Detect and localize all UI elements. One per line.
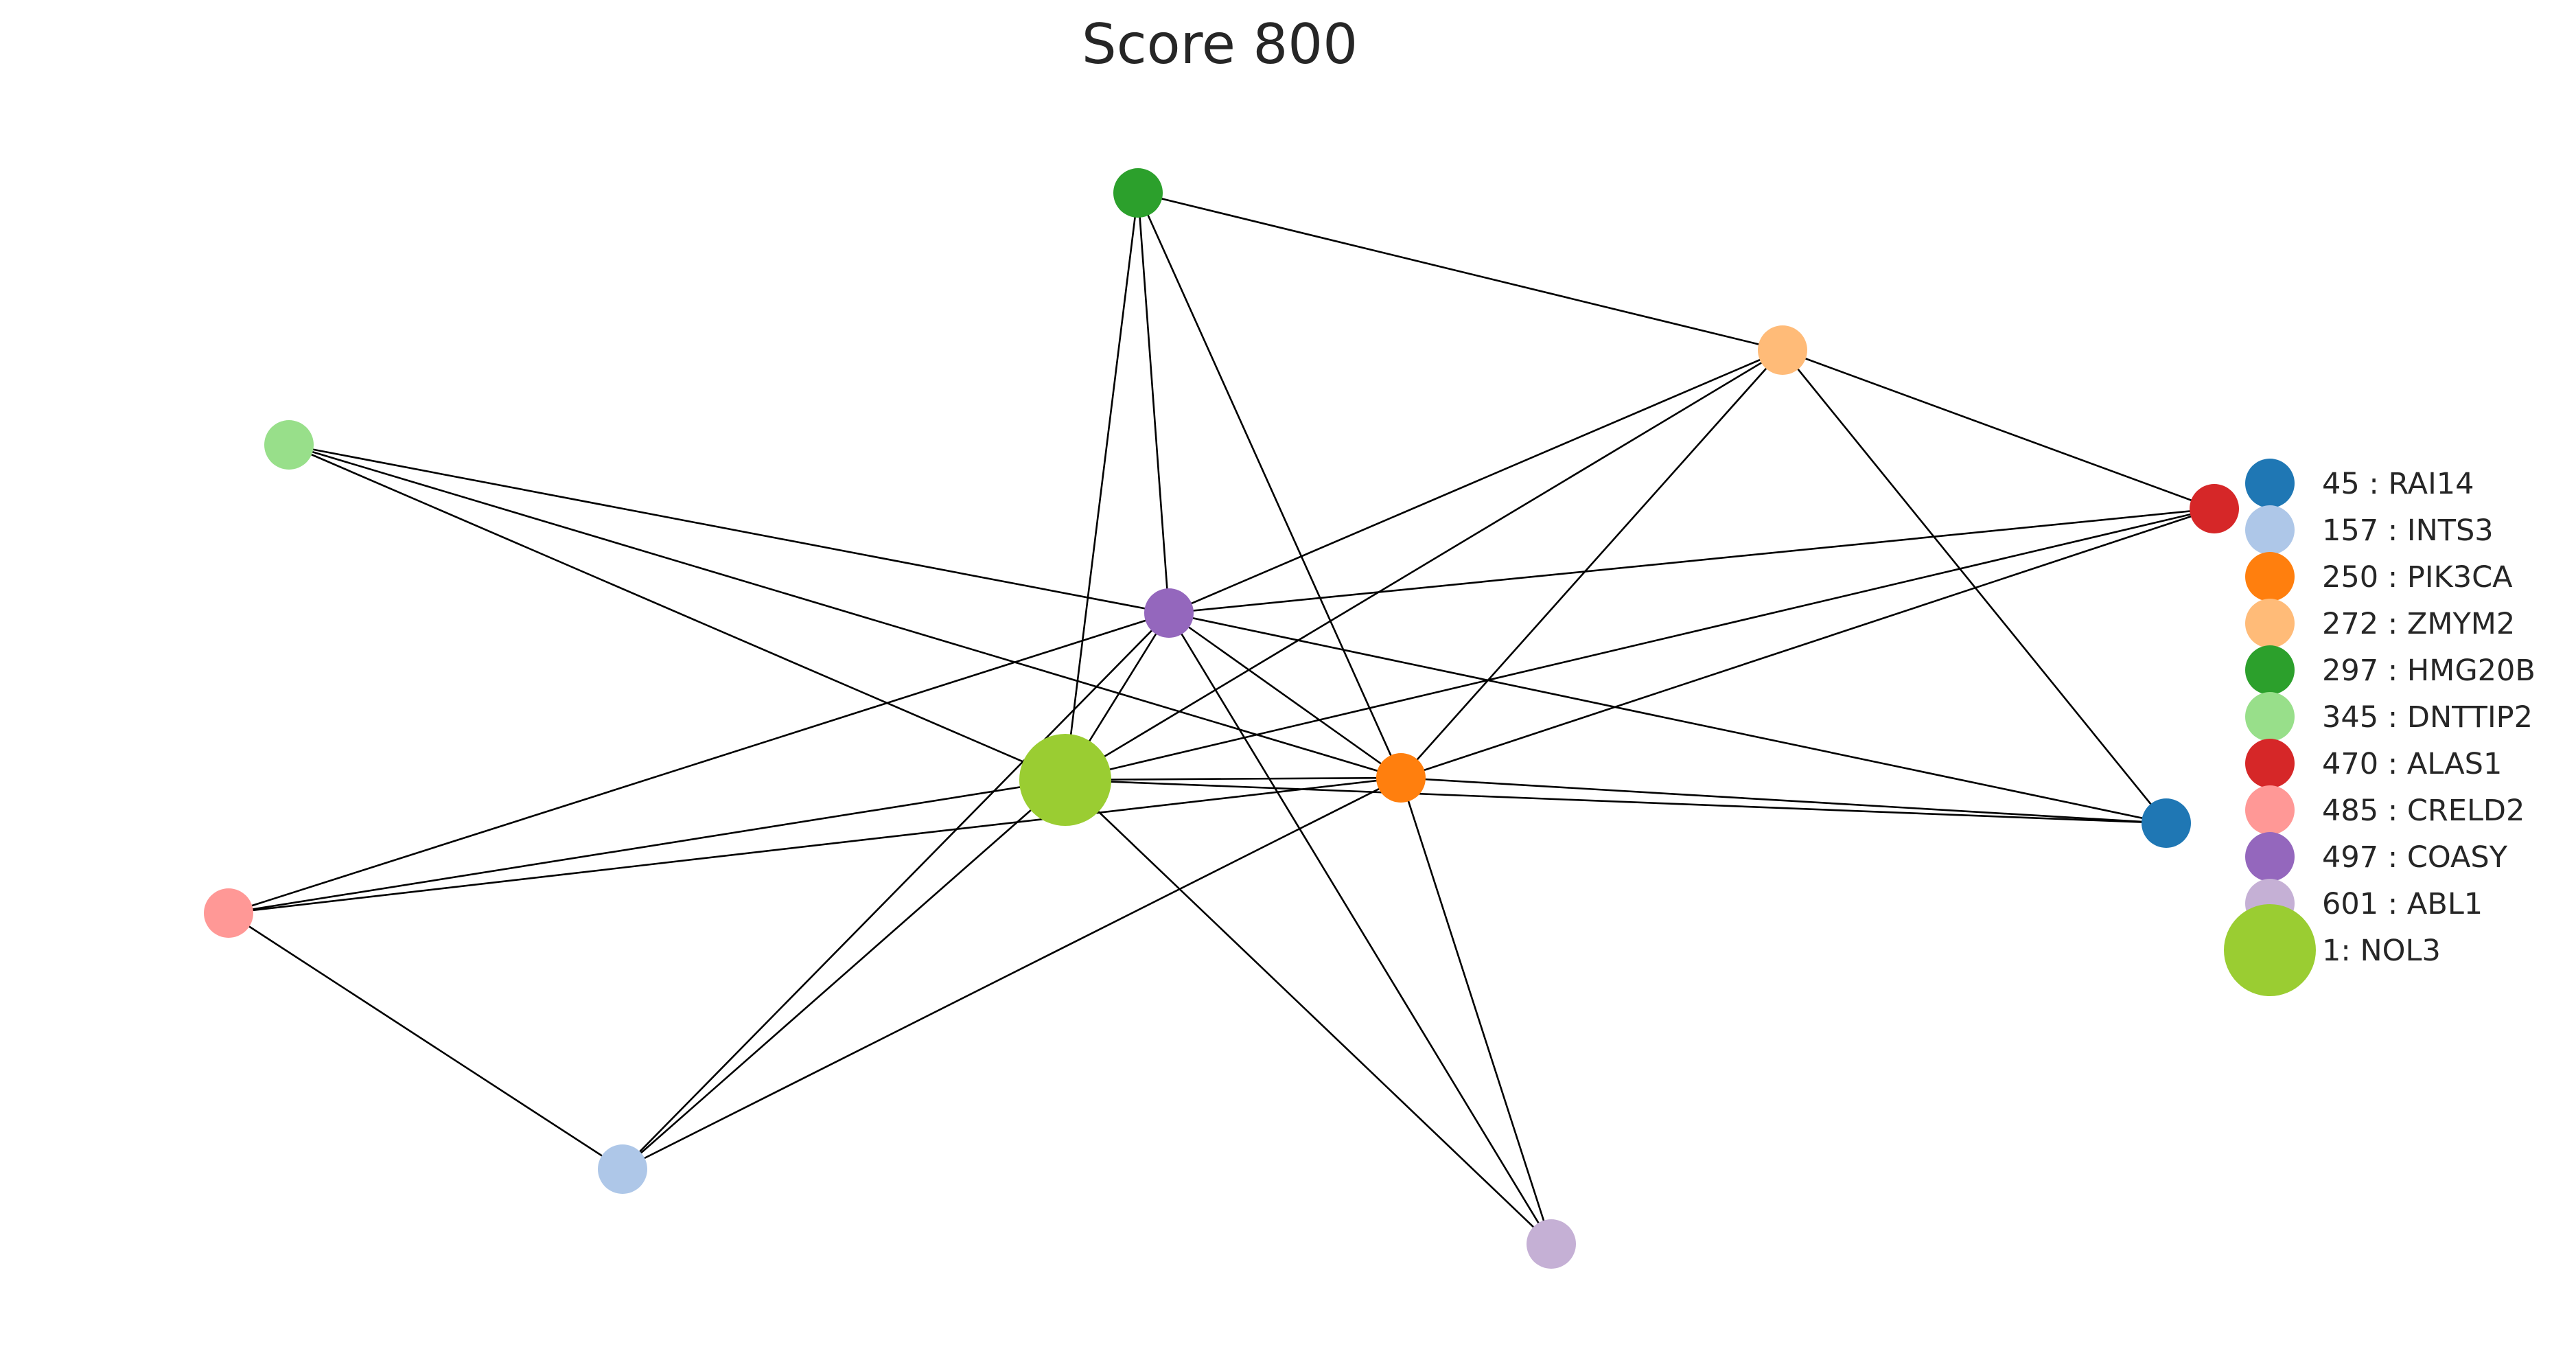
edge-nol3-pik3ca [1065,776,1402,781]
legend-marker [2245,739,2295,788]
edge-pik3ca-rai14 [1400,776,2167,825]
edge-pik3ca-creld2 [228,776,1402,914]
legend-marker [2245,645,2295,695]
node-alas1 [2190,484,2239,533]
node-creld2 [204,888,253,938]
edge-hmg20b-zmym2 [1137,192,1783,352]
edge-nol3-abl1 [1065,779,1552,1245]
edge-creld2-ints3 [228,912,623,1171]
edges-layer [228,192,2215,1245]
legend-label: 157 : INTS3 [2322,514,2494,548]
legend-marker [2245,552,2295,601]
node-pik3ca [1376,753,1426,803]
graph-title: Score 800 [1082,12,1358,76]
edge-coasy-abl1 [1168,612,1553,1245]
legend-label: 601 : ABL1 [2322,887,2483,921]
legend-marker [2245,459,2295,508]
edge-coasy-pik3ca [1168,612,1402,779]
edge-coasy-ints3 [622,612,1170,1170]
legend-marker [2224,904,2316,996]
edge-hmg20b-pik3ca [1137,192,1402,779]
legend-label: 470 : ALAS1 [2322,747,2502,781]
edge-dnttip2-coasy [288,443,1170,614]
nodes-layer [204,168,2239,1269]
legend-label: 497 : COASY [2322,840,2508,875]
legend-marker [2245,785,2295,835]
edge-hmg20b-nol3 [1064,192,1139,781]
legend-marker [2245,505,2295,555]
edge-coasy-rai14 [1168,612,2167,825]
legend-label: 45 : RAI14 [2322,467,2474,501]
edge-dnttip2-pik3ca [288,443,1402,779]
legend-label: 250 : PIK3CA [2322,560,2513,595]
node-abl1 [1527,1219,1576,1269]
edge-hmg20b-coasy [1137,192,1170,614]
node-coasy [1144,588,1194,638]
edge-zmym2-rai14 [1781,349,2168,824]
edge-zmym2-pik3ca [1400,349,1783,779]
edge-dnttip2-nol3 [288,443,1066,781]
node-rai14 [2142,798,2191,848]
edge-alas1-coasy [1168,507,2215,614]
node-hmg20b [1113,168,1163,218]
edge-zmym2-coasy [1168,349,1783,614]
node-dnttip2 [264,420,314,470]
edge-alas1-nol3 [1065,507,2215,781]
legend-label: 272 : ZMYM2 [2322,607,2515,641]
legend-label: 1: NOL3 [2322,934,2441,968]
edge-coasy-creld2 [228,612,1170,914]
legend-label: 485 : CRELD2 [2322,794,2525,828]
node-nol3 [1019,734,1111,826]
legend: 45 : RAI14 157 : INTS3 250 : PIK3CA 272 : Z… [2224,459,2536,996]
legend-marker [2245,692,2295,741]
edge-nol3-creld2 [228,779,1066,914]
edge-pik3ca-ints3 [622,776,1402,1171]
edge-nol3-rai14 [1065,779,2167,825]
edge-zmym2-alas1 [1782,349,2215,510]
legend-label: 345 : DNTTIP2 [2322,700,2533,735]
legend-label: 297 : HMG20B [2322,654,2536,688]
edge-alas1-pik3ca [1400,507,2215,779]
legend-marker [2245,832,2295,882]
edge-nol3-ints3 [622,779,1066,1170]
edge-pik3ca-abl1 [1400,777,1553,1245]
node-ints3 [598,1144,647,1194]
edge-zmym2-nol3 [1065,349,1783,781]
legend-marker [2245,599,2295,648]
node-zmym2 [1758,325,1807,375]
